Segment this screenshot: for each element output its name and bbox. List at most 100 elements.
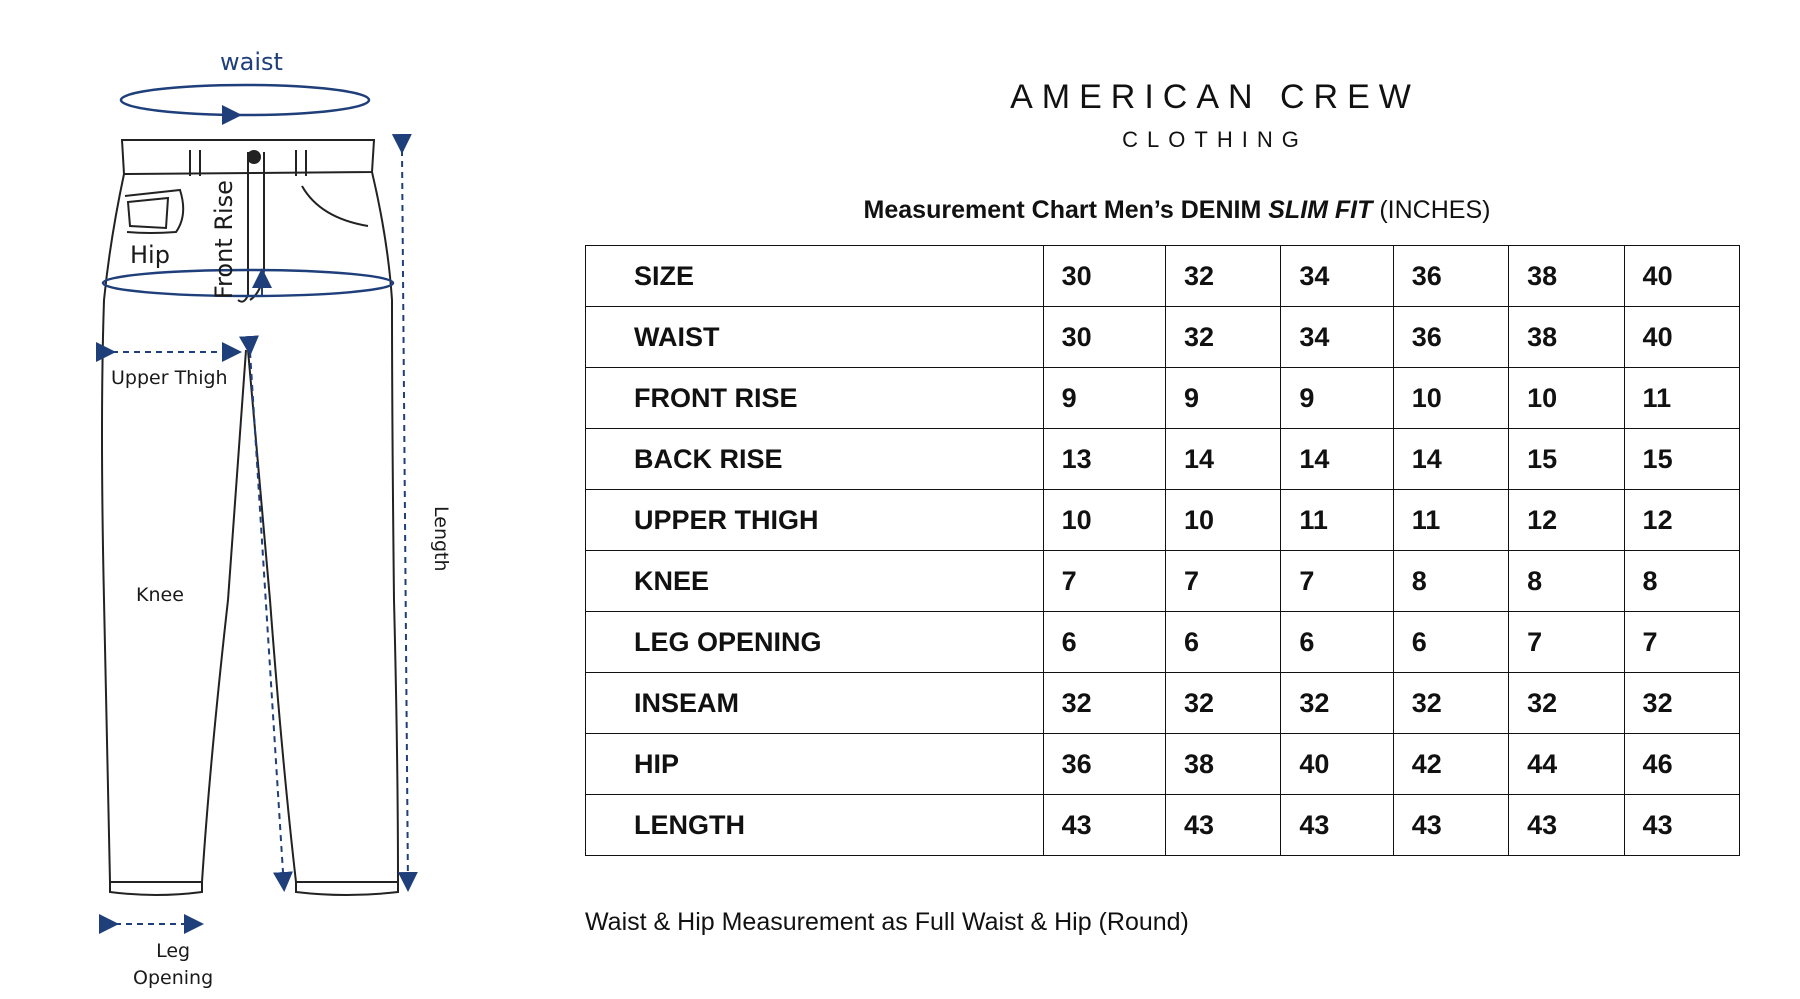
table-cell: 36: [1392, 306, 1510, 368]
table-cell: 7: [1623, 611, 1741, 673]
jeans-illustration: [96, 83, 418, 934]
row-label: SIZE: [585, 245, 1044, 307]
table-row: LENGTH 43 43 43 43 43 43: [585, 794, 1741, 856]
table-cell: 43: [1280, 794, 1394, 856]
table-cell: 6: [1164, 611, 1282, 673]
table-cell: 38: [1508, 245, 1625, 307]
table-cell: 40: [1280, 733, 1394, 795]
brand-logo: AMERICAN CREW CLOTHING: [900, 78, 1530, 153]
table-row: FRONT RISE 9 9 9 10 10 11: [585, 367, 1741, 429]
table-cell: 6: [1392, 611, 1510, 673]
upper-thigh-label: Upper Thigh: [111, 367, 228, 389]
brand-subtitle: CLOTHING: [1122, 127, 1308, 152]
table-cell: 7: [1280, 550, 1394, 612]
table-cell: 32: [1164, 306, 1282, 368]
table-row: HIP 36 38 40 42 44 46: [585, 733, 1741, 795]
table-cell: 40: [1623, 245, 1741, 307]
table-cell: 11: [1392, 489, 1510, 551]
table-cell: 14: [1280, 428, 1394, 490]
table-row: LEG OPENING 6 6 6 6 7 7: [585, 611, 1741, 673]
table-cell: 46: [1623, 733, 1741, 795]
row-label: INSEAM: [585, 672, 1044, 734]
waist-measure-line: [119, 83, 371, 125]
table-cell: 7: [1164, 550, 1282, 612]
row-label: LEG OPENING: [585, 611, 1044, 673]
row-label: HIP: [585, 733, 1044, 795]
table-row: INSEAM 32 32 32 32 32 32: [585, 672, 1741, 734]
table-cell: 43: [1508, 794, 1625, 856]
table-row: KNEE 7 7 7 8 8 8: [585, 550, 1741, 612]
table-cell: 34: [1280, 306, 1394, 368]
row-label: LENGTH: [585, 794, 1044, 856]
footnote: Waist & Hip Measurement as Full Waist & …: [585, 908, 1189, 936]
chart-title: Measurement Chart Men’s DENIM SLIM FIT (…: [582, 196, 1772, 225]
table-cell: 42: [1392, 733, 1510, 795]
table-cell: 11: [1623, 367, 1741, 429]
length-label: Length: [430, 506, 452, 572]
row-label: KNEE: [585, 550, 1044, 612]
table-cell: 32: [1623, 672, 1741, 734]
table-cell: 13: [1042, 428, 1167, 490]
row-label: BACK RISE: [585, 428, 1044, 490]
table-cell: 15: [1508, 428, 1625, 490]
table-cell: 32: [1164, 672, 1282, 734]
table-cell: 32: [1392, 672, 1510, 734]
brand-name: AMERICAN CREW: [1010, 78, 1420, 116]
row-label: FRONT RISE: [585, 367, 1044, 429]
table-cell: 9: [1280, 367, 1394, 429]
table-cell: 44: [1508, 733, 1625, 795]
chart-title-emphasis: SLIM FIT: [1268, 196, 1373, 224]
table-cell: 14: [1164, 428, 1282, 490]
table-cell: 43: [1042, 794, 1167, 856]
table-cell: 10: [1164, 489, 1282, 551]
table-cell: 9: [1164, 367, 1282, 429]
length-measure-line: [391, 133, 418, 892]
measurement-table: SIZE 30 32 34 36 38 40 WAIST 30 32 34 36 38 40 FRONT R…: [585, 245, 1741, 856]
front-rise-label: Front Rise: [210, 180, 238, 299]
table-cell: 11: [1280, 489, 1394, 551]
table-cell: 10: [1508, 367, 1625, 429]
table-cell: 38: [1508, 306, 1625, 368]
row-label: WAIST: [585, 306, 1044, 368]
table-cell: 15: [1623, 428, 1741, 490]
table-cell: 34: [1280, 245, 1394, 307]
table-cell: 32: [1508, 672, 1625, 734]
table-cell: 38: [1164, 733, 1282, 795]
table-cell: 30: [1042, 306, 1167, 368]
table-cell: 30: [1042, 245, 1167, 307]
table-cell: 12: [1623, 489, 1741, 551]
table-cell: 40: [1623, 306, 1741, 368]
jeans-measurement-diagram: waist Hip Front Rise Upper Thigh Knee Le…: [0, 0, 520, 999]
hip-label: Hip: [130, 241, 170, 269]
table-cell: 36: [1042, 733, 1167, 795]
measurement-table-body: SIZE 30 32 34 36 38 40 WAIST 30 32 34 36 38 40 FRONT R…: [585, 245, 1741, 856]
inseam-measure-line: [239, 335, 293, 892]
table-cell: 8: [1508, 550, 1625, 612]
leg-opening-label: Leg Opening: [133, 940, 214, 989]
table-cell: 6: [1280, 611, 1394, 673]
table-row: BACK RISE 13 14 14 14 15 15: [585, 428, 1741, 490]
table-cell: 32: [1164, 245, 1282, 307]
table-row: UPPER THIGH 10 10 11 11 12 12: [585, 489, 1741, 551]
table-cell: 36: [1392, 245, 1510, 307]
table-cell: 32: [1280, 672, 1394, 734]
knee-label: Knee: [136, 584, 184, 606]
table-cell: 8: [1392, 550, 1510, 612]
table-cell: 14: [1392, 428, 1510, 490]
table-row: WAIST 30 32 34 36 38 40: [585, 306, 1741, 368]
table-cell: 7: [1508, 611, 1625, 673]
waist-label: waist: [220, 48, 283, 76]
chart-title-prefix: Measurement Chart Men’s DENIM: [863, 196, 1269, 224]
table-row: SIZE 30 32 34 36 38 40: [585, 245, 1741, 307]
chart-title-suffix: (INCHES): [1372, 196, 1491, 224]
table-cell: 12: [1508, 489, 1625, 551]
table-cell: 43: [1392, 794, 1510, 856]
table-cell: 9: [1042, 367, 1167, 429]
row-label: UPPER THIGH: [585, 489, 1044, 551]
table-cell: 43: [1623, 794, 1741, 856]
table-cell: 43: [1164, 794, 1282, 856]
table-cell: 10: [1042, 489, 1167, 551]
table-cell: 10: [1392, 367, 1510, 429]
table-cell: 6: [1042, 611, 1167, 673]
table-cell: 32: [1042, 672, 1167, 734]
